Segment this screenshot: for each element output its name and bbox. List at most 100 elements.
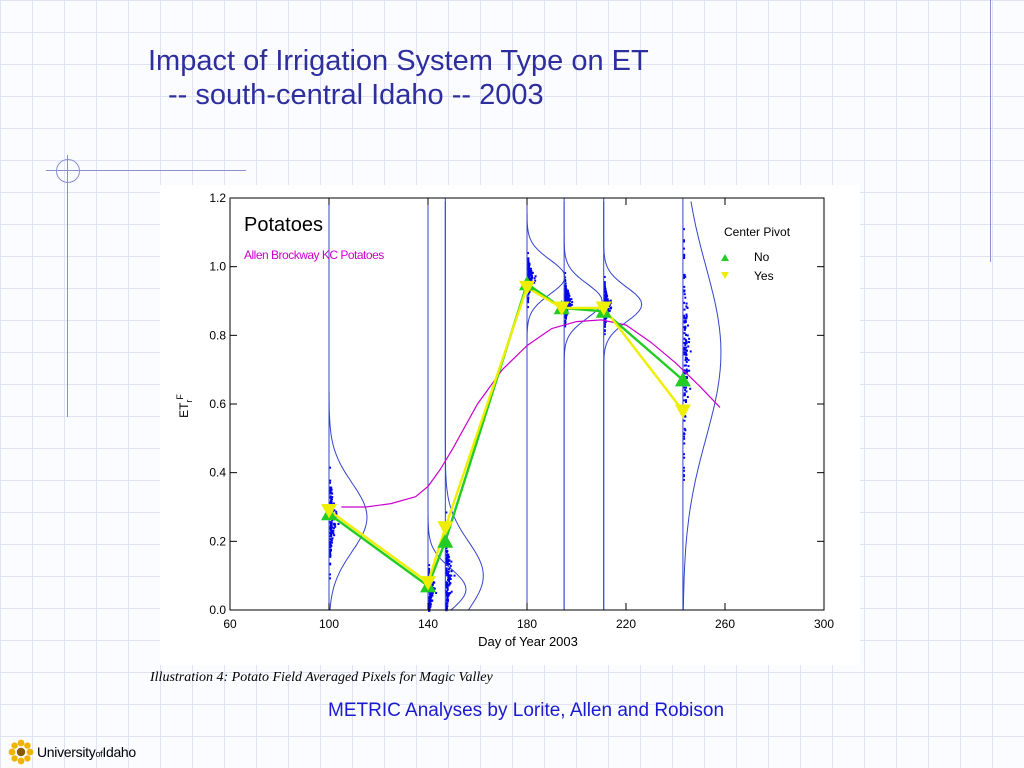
pixel-point [330,538,333,541]
chart-container: 60 100 140 180 220 260 300 0.0 0.2 0.4 0.6 0.8 1.0 1.… [160,185,860,665]
figure-caption: Illustration 4: Potato Field Averaged Pi… [150,670,493,685]
decorative-circle [56,159,80,183]
pixel-point [528,262,531,265]
chart-subtitle: Allen Brockway KC Potatoes [244,248,384,262]
pixel-point [682,348,685,351]
pixel-point [683,285,686,288]
pixel-point [685,399,688,402]
pixel-point [603,285,606,288]
pixel-point [329,479,332,482]
pixel-point [333,534,336,537]
pixel-point [428,571,431,574]
pixel-point [329,495,332,498]
pixel-point [566,294,569,297]
pixel-point [605,298,608,301]
pixel-point [534,279,537,282]
pixel-point [608,309,611,312]
pixel-point [446,588,449,591]
decorative-line-horizontal [46,170,246,171]
pixel-point [445,547,448,550]
university-logo: UniversityofIdaho [8,738,136,766]
pixel-point [330,498,333,501]
pixel-point [689,350,692,353]
kc-curve-layer [341,319,721,508]
pixel-point [683,456,686,459]
pixel-point [567,304,570,307]
pixel-point [685,333,688,336]
pixel-point [685,342,688,345]
pixel-point [445,569,448,572]
pixel-point [685,341,688,344]
pixel-point [428,596,431,599]
pixel-point [530,277,533,280]
pixel-point [528,264,531,267]
pixel-point [447,553,450,556]
pixel-point [683,419,686,422]
pixel-point [450,590,453,593]
pixel-point [332,523,335,526]
pixel-point [568,300,571,303]
pixel-point [446,585,449,588]
pixel-point [445,586,448,589]
pixel-point [603,281,606,284]
pixel-point [603,275,606,278]
pixel-point [683,346,686,349]
pixel-point [685,339,688,342]
logo-text-university: University [37,744,96,760]
pixel-point [448,559,451,562]
pixel-point [686,334,689,337]
pixel-point [605,291,608,294]
pixel-point [329,577,332,580]
pixel-point [448,563,451,566]
pixel-point [603,325,606,328]
pixel-point [445,593,448,596]
pixel-point [566,296,569,299]
pixel-point [683,427,686,430]
pixel-point [527,297,530,300]
distribution-envelope [682,201,722,611]
pixel-point [329,552,332,555]
pixel-point [445,605,448,608]
pixel-point [570,298,573,301]
pixel-point [604,288,607,291]
pixel-point [527,293,530,296]
pixel-point [606,308,609,311]
pixel-point [450,560,453,563]
pixel-point [682,466,685,469]
pixel-point [431,591,434,594]
pixel-point [329,548,332,551]
pixel-point [568,294,571,297]
pixel-point [529,267,532,270]
distribution-envelope [603,201,643,610]
sun-flower-icon [8,739,34,765]
pixel-point [565,300,568,303]
pixel-point [527,306,530,309]
pixel-point [683,314,686,317]
pixel-point [450,574,453,577]
pixel-point [329,545,332,548]
pixel-point [687,359,690,362]
pixel-point [428,599,431,602]
distribution-envelope [328,201,368,611]
pixel-point [689,387,692,390]
pixel-point [431,599,434,602]
pixel-point [329,562,332,565]
pixel-point [527,267,530,270]
pixel-point [448,577,451,580]
pixel-point [603,321,606,324]
pixel-point [609,299,612,302]
data-point-yes [420,576,436,591]
pixel-point [564,278,567,281]
pixel-point [686,357,689,360]
pixel-point [428,606,431,609]
pixel-point [447,584,450,587]
pixel-point [684,359,687,362]
pixel-point [447,593,450,596]
y-axis-label-sup: F [175,394,185,400]
pixel-point [429,605,432,608]
legend-label-no: No [754,250,770,264]
pixel-point [683,257,686,260]
pixel-point [683,274,686,277]
pixel-point [564,289,567,292]
decorative-line-vertical [67,155,68,417]
